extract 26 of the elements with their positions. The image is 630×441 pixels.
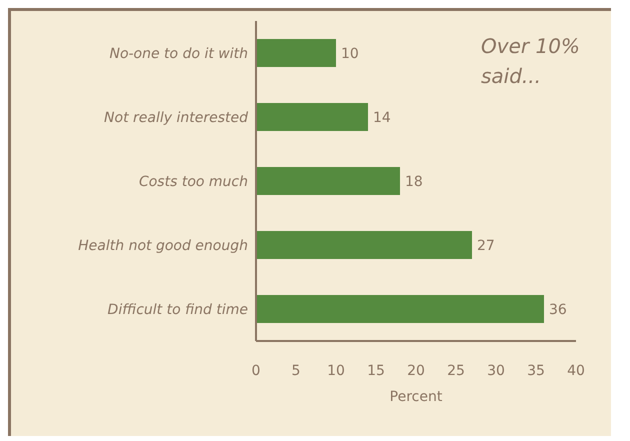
- x-tick-label: 0: [252, 362, 260, 379]
- x-tick-label: 5: [292, 362, 300, 379]
- y-tick-label: Costs too much: [138, 174, 248, 190]
- bar: [256, 39, 336, 67]
- bar: [256, 231, 472, 259]
- data-label: 27: [477, 238, 495, 254]
- data-label: 10: [341, 46, 359, 62]
- bar: [256, 167, 400, 195]
- y-tick-label: Not really interested: [104, 110, 248, 126]
- x-tick-label: 25: [447, 362, 465, 379]
- y-tick-label: No-one to do it with: [109, 46, 248, 62]
- x-tick-label: 20: [407, 362, 425, 379]
- x-tick-label: 40: [567, 362, 585, 379]
- data-label: 14: [373, 110, 391, 126]
- y-tick-label: Health not good enough: [78, 238, 248, 254]
- x-tick-label: 30: [487, 362, 505, 379]
- y-tick-label: Difficult to find time: [108, 302, 248, 318]
- annotation: Over 10% said...: [481, 33, 581, 90]
- data-label: 36: [549, 302, 567, 318]
- x-tick-label: 15: [367, 362, 385, 379]
- x-tick-label: 10: [327, 362, 345, 379]
- x-axis-title: Percent: [390, 389, 443, 405]
- bar: [256, 295, 544, 323]
- x-tick-label: 35: [527, 362, 545, 379]
- data-label: 18: [405, 174, 423, 190]
- bar: [256, 103, 368, 131]
